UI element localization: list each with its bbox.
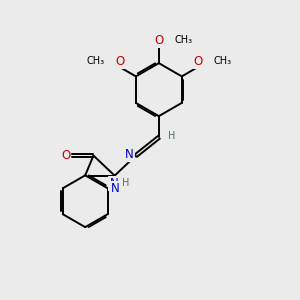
Text: O: O [194,55,203,68]
Text: O: O [154,34,164,47]
Text: CH₃: CH₃ [174,35,192,46]
Text: N: N [110,177,118,190]
Text: O: O [61,149,70,162]
Text: H: H [167,131,175,141]
Text: CH₃: CH₃ [86,56,104,66]
Text: H: H [122,178,130,188]
Text: CH₃: CH₃ [214,56,232,66]
Text: N: N [125,148,134,161]
Text: N: N [111,182,120,195]
Text: O: O [115,55,124,68]
